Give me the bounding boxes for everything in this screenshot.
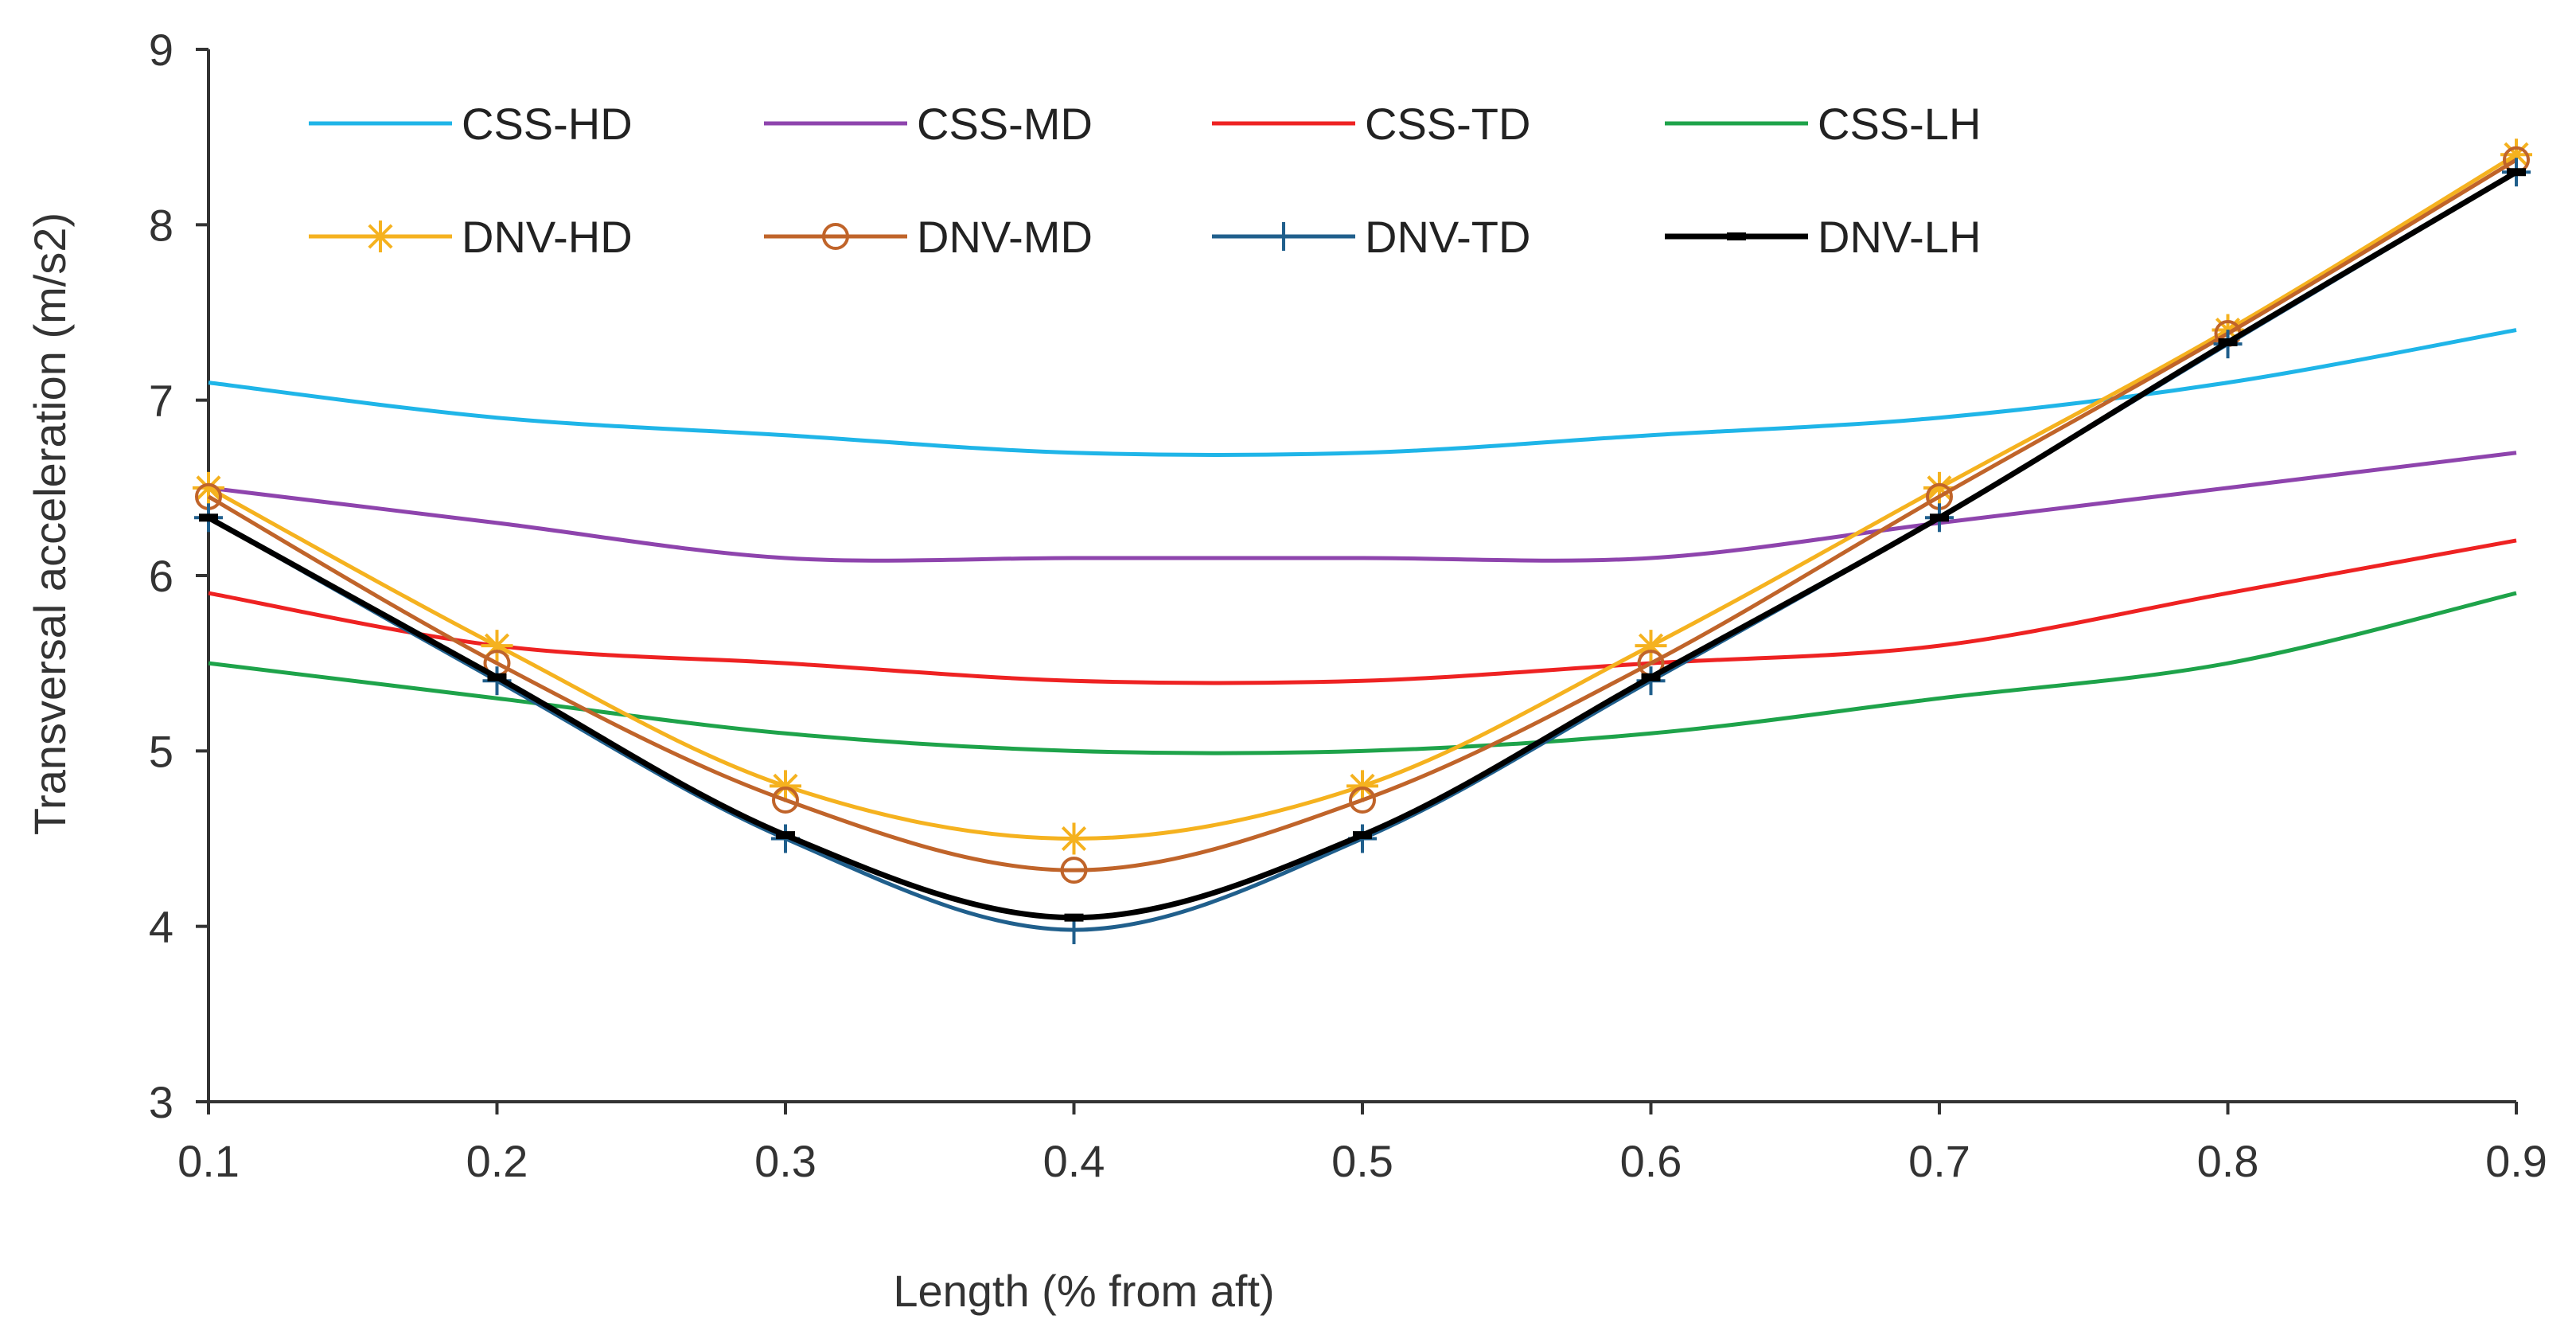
data-point-dnv-lh bbox=[1064, 913, 1084, 922]
series-line-dnv-td bbox=[207, 170, 2518, 932]
x-tick-label: 0.6 bbox=[1620, 1136, 1682, 1186]
legend-item-dnv-td: DNV-TD bbox=[1212, 212, 1530, 262]
x-tick-label: 0.8 bbox=[2197, 1136, 2259, 1186]
y-axis-title: Transversal acceleration (m/s2) bbox=[25, 213, 75, 835]
y-tick-label: 3 bbox=[149, 1077, 173, 1127]
legend-label-css-md: CSS-MD bbox=[917, 99, 1093, 149]
legend-label-css-hd: CSS-HD bbox=[462, 99, 633, 149]
legend-marker-dnv-md bbox=[822, 223, 849, 250]
x-tick-label: 0.7 bbox=[1908, 1136, 1970, 1186]
legend-item-dnv-hd: DNV-HD bbox=[309, 212, 633, 262]
data-point-dnv-lh bbox=[199, 513, 218, 522]
data-point-dnv-md bbox=[1060, 857, 1088, 884]
series-dnv-td bbox=[194, 158, 2531, 945]
series-css-lh bbox=[208, 591, 2517, 755]
x-tick-label: 0.3 bbox=[754, 1136, 816, 1186]
legend-label-dnv-md: DNV-MD bbox=[917, 212, 1093, 262]
series-layer bbox=[193, 139, 2532, 945]
y-ticks: 3 4 5 6 7 8 9 bbox=[149, 25, 208, 1127]
series-line-dnv-lh bbox=[207, 170, 2518, 921]
data-point-dnv-lh bbox=[776, 831, 795, 840]
series-line-css-md bbox=[208, 451, 2517, 563]
y-tick-label: 4 bbox=[149, 902, 173, 952]
legend-marker-dnv-td bbox=[1269, 222, 1298, 251]
x-tick-label: 0.9 bbox=[2485, 1136, 2547, 1186]
data-point-dnv-hd bbox=[1058, 822, 1090, 855]
series-line-css-lh bbox=[208, 591, 2517, 755]
x-axis-title: Length (% from aft) bbox=[893, 1266, 1274, 1316]
x-tick-label: 0.2 bbox=[466, 1136, 528, 1186]
x-ticks: 0.1 0.2 0.3 0.4 0.5 0.6 0.7 0.8 0.9 bbox=[177, 1102, 2547, 1186]
legend-label-css-td: CSS-TD bbox=[1365, 99, 1530, 149]
x-tick-label: 0.5 bbox=[1331, 1136, 1393, 1186]
data-point-dnv-hd bbox=[1923, 471, 1955, 504]
legend-item-css-hd: CSS-HD bbox=[309, 99, 633, 149]
x-tick-label: 0.1 bbox=[177, 1136, 240, 1186]
series-line-css-td bbox=[208, 538, 2517, 685]
legend-item-css-lh: CSS-LH bbox=[1665, 99, 1981, 149]
series-line-css-hd bbox=[208, 328, 2517, 458]
series-dnv-lh bbox=[199, 168, 2526, 922]
legend-marker-dnv-hd bbox=[364, 221, 396, 252]
legend-item-css-td: CSS-TD bbox=[1212, 99, 1530, 149]
data-point-dnv-lh bbox=[1641, 673, 1661, 681]
series-css-md bbox=[208, 451, 2517, 563]
y-tick-label: 6 bbox=[149, 551, 173, 601]
legend-marker-dnv-lh bbox=[1727, 232, 1746, 240]
data-point-dnv-hd bbox=[193, 471, 224, 504]
data-point-dnv-hd bbox=[770, 770, 801, 802]
data-point-dnv-md bbox=[1349, 787, 1376, 814]
legend-item-dnv-lh: DNV-LH bbox=[1665, 212, 1981, 262]
series-css-td bbox=[208, 538, 2517, 685]
y-tick-label: 9 bbox=[149, 25, 173, 75]
y-tick-label: 7 bbox=[149, 376, 173, 426]
legend-item-css-md: CSS-MD bbox=[764, 99, 1093, 149]
series-css-hd bbox=[208, 328, 2517, 458]
x-tick-label: 0.4 bbox=[1043, 1136, 1105, 1186]
data-point-dnv-lh bbox=[487, 673, 507, 681]
data-point-dnv-lh bbox=[2218, 338, 2238, 346]
data-point-dnv-hd bbox=[1346, 770, 1378, 802]
axes bbox=[207, 49, 2516, 1103]
legend-label-dnv-hd: DNV-HD bbox=[462, 212, 633, 262]
data-point-dnv-md bbox=[772, 787, 799, 814]
y-tick-label: 8 bbox=[149, 200, 173, 250]
data-point-dnv-lh bbox=[2507, 168, 2526, 177]
legend-label-dnv-td: DNV-TD bbox=[1365, 212, 1530, 262]
legend-label-css-lh: CSS-LH bbox=[1818, 99, 1981, 149]
series-line-dnv-md bbox=[207, 158, 2518, 872]
data-point-dnv-lh bbox=[1930, 513, 1949, 522]
legend: CSS-HD CSS-MD CSS-TD CSS-LH DNV-HD DNV-MD DNV-… bbox=[309, 99, 1981, 262]
data-point-dnv-lh bbox=[1353, 831, 1372, 840]
legend-item-dnv-md: DNV-MD bbox=[764, 212, 1093, 262]
legend-label-dnv-lh: DNV-LH bbox=[1818, 212, 1981, 262]
y-tick-label: 5 bbox=[149, 726, 173, 776]
